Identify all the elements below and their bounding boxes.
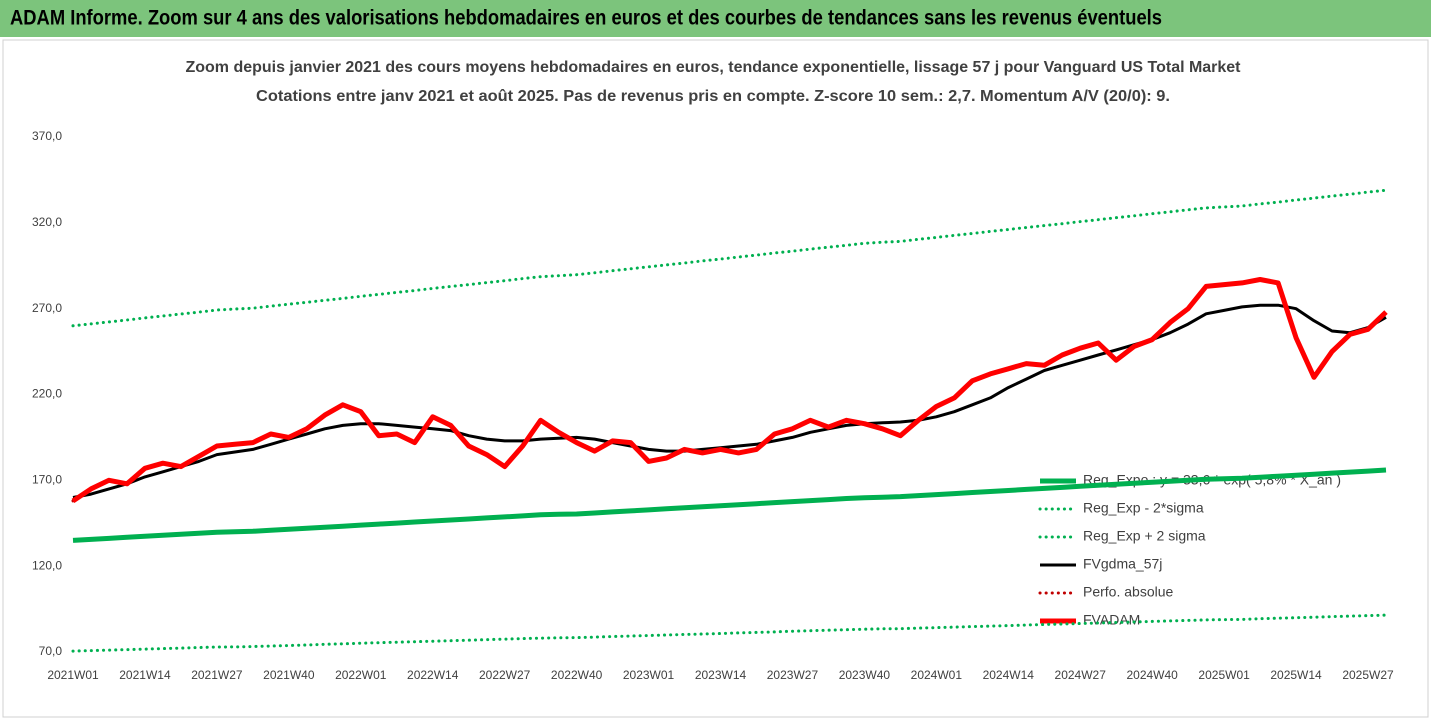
y-tick-label: 170,0 xyxy=(32,473,62,487)
x-tick-label: 2024W40 xyxy=(1126,668,1178,682)
y-tick-label: 220,0 xyxy=(32,387,62,401)
chart-title: Zoom depuis janvier 2021 des cours moyen… xyxy=(186,59,1242,76)
x-tick-label: 2025W14 xyxy=(1270,668,1322,682)
chart-subtitle: Cotations entre janv 2021 et août 2025. … xyxy=(256,88,1170,105)
x-tick-label: 2025W01 xyxy=(1198,668,1250,682)
x-tick-label: 2022W27 xyxy=(479,668,531,682)
chart-frame xyxy=(2,39,1429,718)
y-tick-label: 370,0 xyxy=(32,129,62,143)
series-line xyxy=(71,188,1388,328)
legend-label: Reg_Exp + 2 sigma xyxy=(1083,528,1206,544)
legend-label: Perfo. absolue xyxy=(1083,584,1173,600)
x-tick-label: 2024W14 xyxy=(983,668,1035,682)
header-title: ADAM Informe. Zoom sur 4 ans des valoris… xyxy=(10,7,1162,30)
x-tick-label: 2023W01 xyxy=(623,668,675,682)
x-tick-label: 2021W01 xyxy=(47,668,99,682)
legend-label: Reg_Exp - 2*sigma xyxy=(1083,500,1204,516)
series-line xyxy=(71,613,1388,653)
series-line xyxy=(72,467,1387,543)
header-bar xyxy=(0,0,1431,37)
x-tick-label: 2022W40 xyxy=(551,668,603,682)
x-tick-label: 2021W14 xyxy=(119,668,171,682)
x-tick-label: 2021W40 xyxy=(263,668,315,682)
series-line xyxy=(71,277,1388,503)
y-tick-label: 70,0 xyxy=(39,644,63,658)
x-tick-label: 2025W27 xyxy=(1342,668,1394,682)
x-tick-label: 2022W01 xyxy=(335,668,387,682)
legend-label: FVgdma_57j xyxy=(1083,556,1162,572)
x-tick-label: 2021W27 xyxy=(191,668,243,682)
x-tick-label: 2022W14 xyxy=(407,668,459,682)
x-tick-label: 2023W40 xyxy=(839,668,891,682)
x-tick-label: 2023W27 xyxy=(767,668,819,682)
x-tick-label: 2023W14 xyxy=(695,668,747,682)
y-tick-label: 270,0 xyxy=(32,301,62,315)
legend-label: FVADAM xyxy=(1083,612,1140,628)
y-tick-label: 120,0 xyxy=(32,558,62,572)
x-tick-label: 2024W27 xyxy=(1055,668,1107,682)
x-tick-label: 2024W01 xyxy=(911,668,963,682)
y-tick-label: 320,0 xyxy=(32,215,62,229)
